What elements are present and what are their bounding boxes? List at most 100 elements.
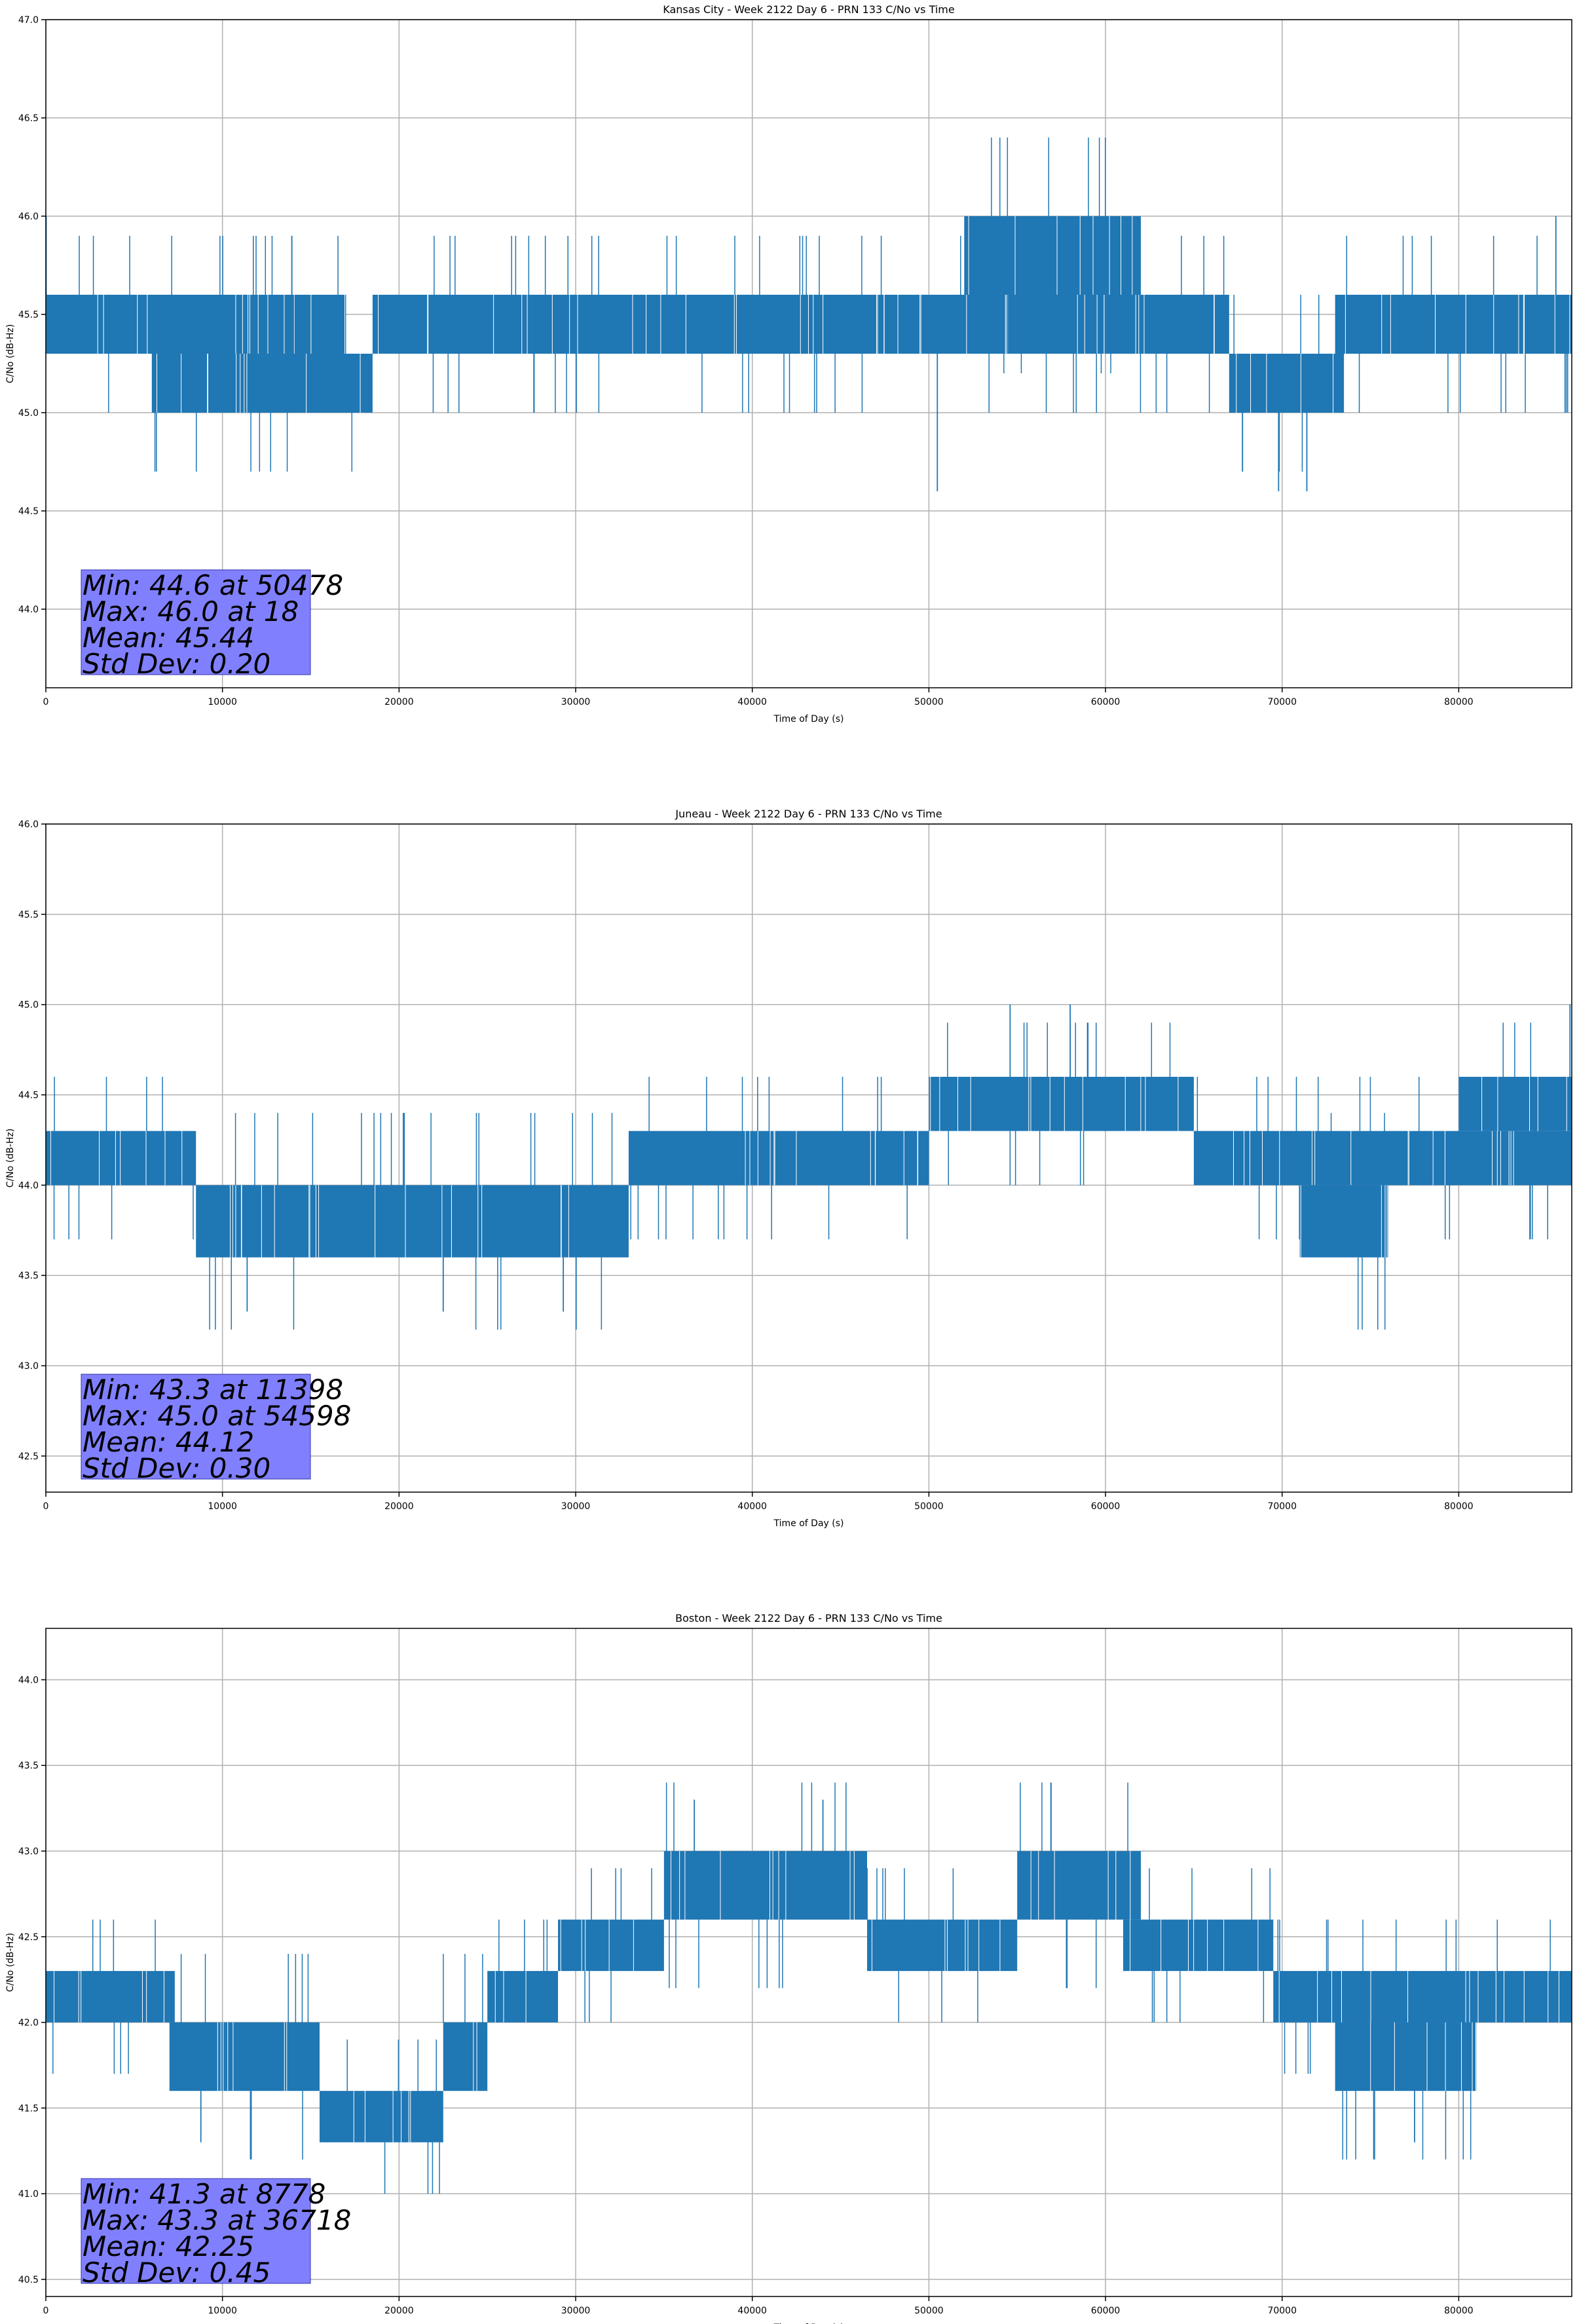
y-tick-label: 45.0 [18,1000,39,1011]
y-tick-label: 44.0 [18,1180,39,1191]
y-tick-label: 45.0 [18,408,39,419]
series-band-9 [1017,1851,1141,1920]
stats-line-2: Max: 43.3 at 36718 [83,2204,351,2236]
y-tick-label: 42.5 [18,1932,39,1943]
series-band-1 [46,295,346,354]
series-cno [46,1004,1572,1330]
y-tick-label: 43.0 [18,1361,39,1372]
y-tick-label: 45.5 [18,310,39,320]
series-band-4 [443,2022,488,2091]
y-tick-label: 46.5 [18,113,39,124]
series-band-4 [1008,295,1229,354]
chart-panel-1: 0 10000 20000 30000 40000 50000 60000 70000 8000… [5,3,1572,724]
x-tick-label: 10000 [208,2306,237,2316]
stats-box-background [81,569,311,675]
chart-title: Juneau - Week 2122 Day 6 - PRN 133 C/No … [675,808,942,820]
stats-line-3: Mean: 45.44 [83,622,254,654]
y-axis-label: C/No (dB-Hz) [5,1129,16,1188]
x-tick-label: 70000 [1267,1501,1297,1512]
series-band-2 [151,354,373,413]
x-tick-label: 60000 [1091,1501,1121,1512]
x-tick-label: 70000 [1267,697,1297,707]
y-axis-label: C/No (dB-Hz) [5,1933,16,1992]
stats-line-3: Mean: 44.12 [83,1426,254,1458]
series-band-6 [558,1919,664,1972]
stats-line-1: Min: 44.6 at 50478 [83,569,343,601]
series-band-3 [319,2091,443,2143]
x-tick-label: 80000 [1444,1501,1474,1512]
series-band-12 [1335,2022,1477,2091]
x-axis-label: Time of Day (s) [773,2323,844,2324]
stats-box-background [81,2178,311,2284]
x-tick-label: 20000 [384,1501,414,1512]
y-tick-label: 46.0 [18,819,39,830]
chart-title: Boston - Week 2122 Day 6 - PRN 133 C/No … [675,1612,942,1624]
series-band-7 [663,1851,867,1920]
x-tick-label: 30000 [561,697,591,707]
stats-line-4: Std Dev: 0.20 [83,648,270,680]
series-cno [46,1782,1572,2194]
stats-box-background [81,1374,311,1480]
x-tick-label: 0 [43,2306,49,2316]
stats-line-3: Mean: 42.25 [83,2230,254,2262]
stats-line-1: Min: 43.3 at 11398 [83,1374,343,1406]
x-tick-label: 30000 [561,2306,591,2316]
x-tick-label: 10000 [208,1501,237,1512]
y-tick-label: 42.5 [18,1452,39,1462]
series-band-7 [1335,295,1572,354]
x-tick-label: 40000 [737,1501,767,1512]
y-axis-label: C/No (dB-Hz) [5,324,16,383]
y-tick-label: 43.0 [18,1846,39,1857]
stats-line-4: Std Dev: 0.45 [83,2257,270,2289]
stats-line-2: Max: 45.0 at 54598 [83,1400,351,1432]
series-band-3 [372,295,1009,354]
plot-frame [45,823,1572,1493]
x-tick-label: 80000 [1444,697,1474,707]
series-band-2 [196,1185,629,1258]
series-cno [46,138,1572,491]
y-tick-label: 46.0 [18,212,39,222]
x-tick-label: 40000 [737,2306,767,2316]
y-tick-label: 44.5 [18,506,39,517]
y-tick-label: 45.5 [18,910,39,920]
x-tick-label: 70000 [1267,2306,1297,2316]
x-tick-label: 60000 [1091,697,1121,707]
stats-line-2: Max: 46.0 at 18 [83,595,299,628]
plot-frame [45,19,1572,688]
y-tick-label: 41.0 [18,2189,39,2200]
series-band-1 [46,1971,175,2023]
x-tick-label: 50000 [914,2306,944,2316]
x-axis-label: Time of Day (s) [773,714,844,724]
x-tick-label: 0 [43,1501,49,1512]
plot-frame [45,1628,1572,2297]
series-band-3 [628,1131,929,1186]
chart-panel-2: 0 10000 20000 30000 40000 50000 60000 70000 8000… [5,808,1572,1529]
series-band-5 [1193,1131,1572,1186]
y-tick-label: 40.5 [18,2275,39,2285]
chart-panel-3: 0 10000 20000 30000 40000 50000 60000 70000 8000… [5,1612,1572,2324]
x-tick-label: 10000 [208,697,237,707]
x-tick-label: 60000 [1091,2306,1121,2316]
series-band-4 [929,1076,1194,1131]
series-band-11 [1273,1971,1572,2023]
series-band-2 [169,2022,320,2091]
series-band-10 [1123,1919,1274,1972]
series-band-5 [487,1971,559,2023]
series-band-6 [1299,1185,1388,1258]
x-tick-label: 30000 [561,1501,591,1512]
chart-title: Kansas City - Week 2122 Day 6 - PRN 133 … [663,3,954,16]
x-tick-label: 40000 [737,697,767,707]
series-band-7 [1458,1076,1572,1131]
x-axis-label: Time of Day (s) [773,1518,844,1529]
series-band-5 [964,216,1141,295]
y-tick-label: 43.5 [18,1761,39,1771]
y-tick-label: 42.0 [18,2018,39,2029]
y-tick-label: 44.0 [18,605,39,615]
x-tick-label: 0 [43,697,49,707]
y-tick-label: 44.5 [18,1091,39,1101]
x-tick-label: 20000 [384,2306,414,2316]
